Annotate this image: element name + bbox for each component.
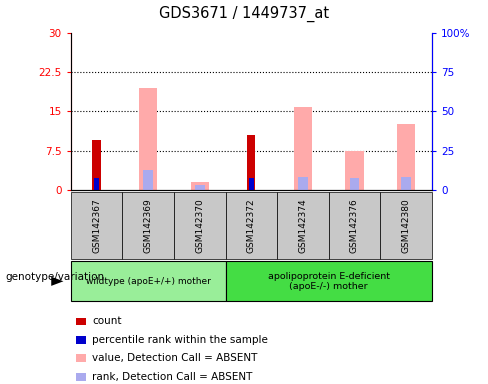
Text: GSM142369: GSM142369 xyxy=(143,198,153,253)
Bar xyxy=(93,140,101,190)
Bar xyxy=(397,124,415,190)
Text: count: count xyxy=(92,316,122,326)
Text: GSM142370: GSM142370 xyxy=(195,198,204,253)
Bar xyxy=(247,135,255,190)
Bar xyxy=(143,170,153,190)
Bar xyxy=(191,182,209,190)
Bar xyxy=(401,177,411,190)
Bar xyxy=(94,178,99,190)
Bar xyxy=(249,178,254,190)
Text: GSM142376: GSM142376 xyxy=(350,198,359,253)
Text: GDS3671 / 1449737_at: GDS3671 / 1449737_at xyxy=(159,5,329,22)
Text: genotype/variation: genotype/variation xyxy=(5,272,104,283)
Bar xyxy=(139,88,157,190)
Text: wildtype (apoE+/+) mother: wildtype (apoE+/+) mother xyxy=(86,277,211,286)
Text: GSM142374: GSM142374 xyxy=(298,198,307,253)
Text: GSM142372: GSM142372 xyxy=(247,198,256,253)
Text: percentile rank within the sample: percentile rank within the sample xyxy=(92,335,268,345)
Bar xyxy=(346,151,364,190)
Text: apolipoprotein E-deficient
(apoE-/-) mother: apolipoprotein E-deficient (apoE-/-) mot… xyxy=(268,271,390,291)
Bar xyxy=(349,178,360,190)
Text: GSM142380: GSM142380 xyxy=(402,198,410,253)
Bar xyxy=(298,177,308,190)
Text: rank, Detection Call = ABSENT: rank, Detection Call = ABSENT xyxy=(92,372,253,382)
Bar xyxy=(294,107,312,190)
Bar xyxy=(195,185,204,190)
Text: GSM142367: GSM142367 xyxy=(92,198,101,253)
Text: value, Detection Call = ABSENT: value, Detection Call = ABSENT xyxy=(92,353,258,363)
